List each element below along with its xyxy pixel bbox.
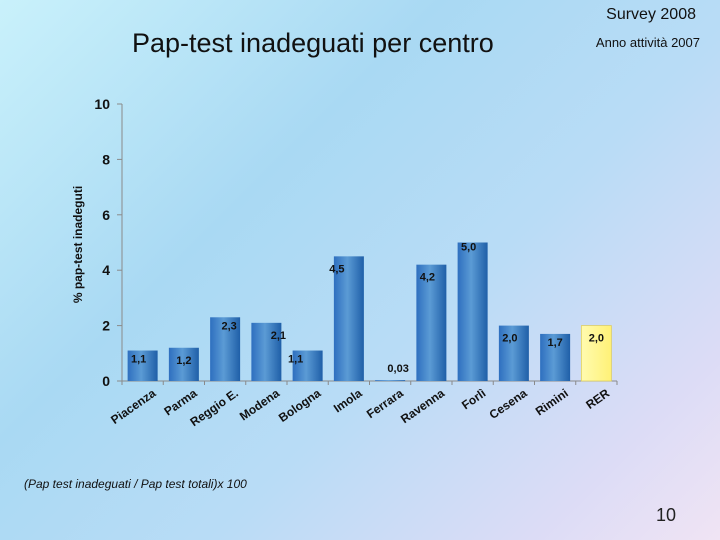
page-title: Pap-test inadeguati per centro: [132, 28, 494, 58]
x-tick-label: Imola: [331, 386, 365, 416]
bar-cesena: [498, 325, 529, 381]
data-label: 2,0: [502, 333, 517, 345]
bar-imola: [333, 256, 364, 381]
bar-rer: [580, 325, 612, 382]
data-label: 2,1: [271, 330, 286, 342]
bar-reggio-e-: [210, 317, 241, 381]
x-tick-label: Modena: [237, 386, 282, 424]
y-tick-label: 10: [94, 96, 110, 112]
data-label: 1,1: [288, 354, 303, 366]
year-label: Anno attività 2007: [595, 35, 700, 50]
data-label: 1,2: [176, 355, 191, 367]
x-tick-label: Cesena: [487, 386, 530, 422]
x-tick-label: RER: [583, 386, 612, 412]
data-label: 4,2: [420, 272, 435, 284]
x-tick-label: Bologna: [276, 386, 324, 425]
data-label: 1,1: [131, 354, 146, 366]
formula-note: (Pap test inadeguati / Pap test totali)x…: [24, 477, 247, 491]
bar-bologna: [292, 350, 323, 381]
y-tick-label: 8: [102, 151, 110, 167]
data-label: 1,7: [547, 337, 562, 349]
y-axis-title: % pap-test inadeguti: [71, 186, 85, 303]
data-label: 2,0: [589, 333, 604, 345]
y-tick-label: 2: [102, 318, 110, 334]
x-tick-label: Rimini: [533, 386, 571, 419]
data-label: 4,5: [329, 263, 344, 275]
data-label: 5,0: [461, 242, 476, 254]
data-label: 0,03: [387, 363, 408, 375]
bar-piacenza: [127, 350, 158, 381]
bar-forl-: [457, 242, 488, 381]
x-tick-label: Piacenza: [108, 386, 158, 427]
y-tick-label: 0: [102, 373, 110, 389]
bar-parma: [168, 347, 199, 381]
data-label: 2,3: [221, 320, 236, 332]
bar-ravenna: [416, 264, 447, 381]
x-tick-label: Ravenna: [398, 386, 447, 426]
page-number: 10: [655, 505, 676, 525]
y-tick-label: 6: [102, 207, 110, 223]
y-tick-label: 4: [102, 262, 110, 278]
x-tick-label: Forlì: [459, 386, 488, 412]
bar-modena: [251, 322, 282, 381]
bar-ferrara: [375, 380, 406, 381]
survey-label: Survey 2008: [606, 6, 696, 23]
bar-rimini: [540, 333, 571, 381]
